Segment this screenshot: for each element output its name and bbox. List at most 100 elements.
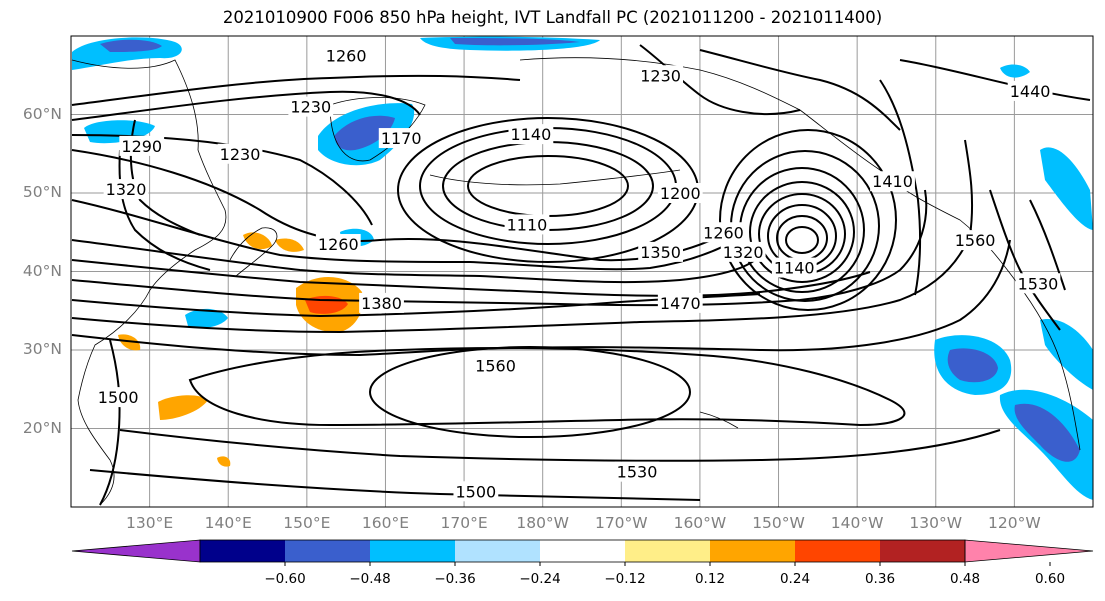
ivt-patch-negative-core — [947, 348, 998, 383]
ivt-patch-positive — [243, 232, 272, 250]
longitude-label: 170°E — [440, 514, 488, 532]
colorbar-segment — [455, 540, 541, 562]
colorbar — [71, 539, 1094, 566]
contour-east-1440 — [899, 59, 1091, 101]
contour-band-1500-b — [89, 469, 701, 501]
contour-label-background — [359, 292, 404, 313]
contour-label-background — [508, 124, 554, 145]
latitude-label: 50°N — [22, 183, 62, 201]
contour-label: 1260 — [326, 47, 367, 66]
contour-label: 1230 — [220, 145, 261, 164]
colorbar-segment — [370, 540, 456, 562]
contour-label: 1560 — [475, 357, 516, 376]
colorbar-segment — [795, 540, 881, 562]
colorbar-segment — [710, 540, 796, 562]
contour-label-background — [315, 234, 361, 255]
contour-label-background — [771, 257, 817, 278]
ivt-patch-negative-core — [334, 115, 395, 151]
contour-band-1530-b — [119, 429, 1001, 462]
coastline-japan — [229, 227, 278, 277]
contour-label: 1290 — [121, 137, 162, 156]
ivt-patch-negative-core — [1014, 403, 1080, 462]
contour-label-background — [1007, 80, 1053, 101]
contour-east-1410 — [879, 79, 922, 296]
contour-label: 1170 — [381, 129, 422, 148]
contour-label-background — [638, 241, 684, 262]
latitude-label: 20°N — [22, 418, 62, 437]
contour-label: 1410 — [872, 172, 913, 191]
colorbar-tick-label: −0.48 — [349, 571, 391, 587]
contour-alaska-1260 — [699, 49, 901, 131]
colorbar-frame — [199, 539, 966, 563]
contour-label: 1140 — [511, 125, 552, 144]
contour-band-1230 — [71, 74, 521, 106]
contour-label: 1320 — [106, 180, 147, 199]
contour-label: 1500 — [456, 482, 497, 501]
colorbar-segment — [540, 540, 626, 562]
colorbar-tick-label: −0.36 — [434, 571, 476, 587]
longitude-label: 140°W — [830, 514, 884, 532]
contour-label-background — [657, 292, 703, 313]
colorbar-segment — [625, 540, 711, 562]
contour-label: 1260 — [703, 223, 744, 242]
colorbar-tick-label: 0.60 — [1034, 571, 1066, 587]
contour-east-1560 — [989, 189, 1061, 331]
contour-label-background — [952, 230, 998, 251]
ivt-patch-positive — [158, 395, 208, 420]
contour-label: 1530 — [1018, 274, 1059, 293]
contour-label-background — [657, 183, 703, 203]
coastline-aleutian — [429, 169, 681, 186]
contour-band-1440 — [71, 189, 928, 307]
contour-label-background — [103, 179, 149, 200]
colorbar-tick-label: 0.48 — [949, 571, 981, 587]
ivt-patch-negative-core — [100, 39, 162, 52]
contour-label: 1500 — [98, 388, 139, 407]
colorbar-tick-label: −0.24 — [519, 571, 561, 587]
map-title: 2021010900 F006 850 hPa height, IVT Land… — [222, 8, 883, 27]
colorbar-segment — [880, 540, 966, 562]
map-border — [70, 35, 1094, 508]
contour-band-1380 — [71, 239, 761, 284]
ivt-patch-negative — [185, 308, 228, 328]
contour-label: 1110 — [507, 215, 548, 234]
ivt-patch-positive — [118, 334, 141, 351]
contour-label: 1560 — [955, 231, 996, 250]
contour-label-background — [504, 214, 550, 235]
contour-label-background — [1015, 273, 1061, 294]
contour-label: 1320 — [723, 243, 764, 262]
ivt-patch-negative-core — [450, 38, 580, 46]
contour-label: 1530 — [617, 463, 658, 482]
contour-label-background — [288, 96, 334, 117]
colorbar-segment — [200, 540, 286, 562]
contour-label: 1440 — [1010, 82, 1051, 101]
contour-label: 1140 — [774, 259, 815, 278]
longitude-label: 150°E — [283, 514, 331, 532]
contour-label: 1380 — [361, 294, 402, 313]
ivt-patch-negative — [1040, 319, 1093, 390]
latitude-label: 40°N — [22, 261, 62, 280]
colorbar-extend-low — [71, 539, 201, 563]
colorbar-tick-label: −0.12 — [604, 571, 646, 587]
colorbar-tick-label: 0.12 — [694, 571, 726, 587]
ivt-patch-positive — [275, 238, 304, 252]
contour-label-background — [701, 222, 746, 243]
contour-label: 1230 — [640, 66, 681, 85]
ivt-patch-negative — [1000, 64, 1030, 78]
longitude-label: 140°E — [204, 514, 252, 532]
latitude-label: 30°N — [22, 340, 62, 358]
contour-labels: 1260 1230 1290 1320 1230 1170 1140 1230 1200 1110… — [95, 45, 1061, 502]
contour-label-background — [378, 128, 424, 149]
longitude-label: 160°W — [673, 514, 727, 532]
coastline-hawaii — [699, 411, 739, 429]
contour-band-1260 — [71, 90, 421, 121]
contour-band-1410 — [71, 259, 871, 297]
colorbar-segment — [285, 540, 371, 562]
contour-label: 1260 — [318, 235, 359, 254]
contour-label-background — [720, 241, 766, 262]
longitude-label: 150°W — [752, 514, 805, 532]
contour-low-east-5 — [749, 181, 855, 283]
longitude-label: 130°E — [126, 514, 174, 532]
ivt-patch-positive — [217, 456, 231, 467]
longitude-label: 160°E — [361, 514, 410, 532]
contour-label-background — [217, 143, 263, 164]
